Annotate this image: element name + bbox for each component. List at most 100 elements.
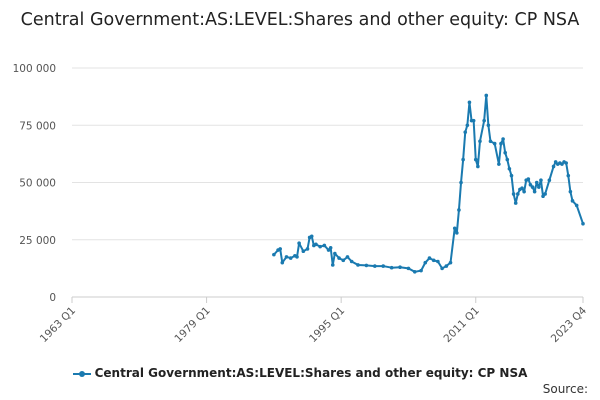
data-point (448, 260, 453, 265)
data-point (318, 244, 322, 249)
chart-title: Central Government:AS:LEVEL:Shares and o… (20, 10, 580, 30)
data-point (295, 255, 299, 259)
data-point (568, 189, 573, 194)
data-point (513, 201, 518, 205)
data-point (452, 226, 457, 231)
data-point (476, 164, 480, 169)
data-point (326, 248, 331, 252)
data-point (436, 259, 440, 264)
data-point (305, 247, 310, 251)
data-point (389, 265, 394, 270)
data-point (419, 268, 423, 273)
data-point (465, 123, 470, 128)
data-point (505, 157, 510, 162)
y-tick-label: 0 (49, 292, 56, 304)
data-point (532, 189, 537, 194)
data-point (328, 245, 333, 250)
data-point (373, 264, 377, 268)
data-point (501, 137, 505, 141)
data-point (297, 241, 301, 245)
data-point (301, 249, 306, 253)
series-layer (272, 93, 585, 274)
x-tick-label: 1995 Q1 (307, 305, 347, 345)
data-point (349, 259, 354, 264)
data-point (364, 263, 369, 268)
data-point (284, 255, 289, 259)
data-point (457, 208, 461, 212)
data-point (530, 185, 535, 189)
data-point (534, 180, 539, 185)
legend[interactable]: Central Government:AS:LEVEL:Shares and o… (0, 366, 600, 380)
data-point (444, 264, 449, 268)
data-point (406, 266, 411, 271)
data-point (280, 260, 285, 265)
data-point (440, 266, 444, 271)
data-point (541, 194, 545, 199)
data-point (484, 93, 489, 98)
data-point (471, 118, 476, 123)
data-point (459, 180, 463, 185)
source-label: Source: (542, 382, 588, 396)
data-point (473, 157, 478, 162)
data-point (272, 252, 276, 257)
data-point (381, 264, 386, 268)
data-point (488, 139, 493, 144)
data-point (539, 178, 543, 183)
y-tick-label: 75 000 (19, 120, 56, 132)
legend-swatch-icon (72, 369, 91, 379)
data-point (553, 160, 558, 164)
data-point (322, 243, 327, 248)
data-point (461, 157, 465, 162)
data-point (427, 256, 432, 260)
data-point (337, 256, 341, 260)
data-point (560, 162, 564, 166)
data-point (492, 141, 497, 146)
y-tick-label: 100 000 (13, 63, 56, 75)
data-point (463, 130, 468, 134)
data-point (482, 118, 486, 123)
data-point (547, 178, 552, 183)
data-point (570, 199, 575, 203)
data-point (278, 247, 282, 251)
y-tick-label: 50 000 (19, 178, 56, 190)
data-point (528, 182, 533, 187)
data-point (511, 192, 516, 196)
data-point (309, 234, 314, 239)
x-tick-label: 1979 Q1 (172, 305, 212, 345)
axis-layer: 0 25 000 50 000 75 000 100 000 1963 Q1 1979 Q1… (13, 63, 590, 345)
data-point (574, 203, 579, 208)
data-point (543, 192, 547, 196)
grid-layer (72, 67, 583, 241)
data-point (423, 260, 428, 265)
data-point (497, 162, 501, 166)
x-tick-label: 1963 Q1 (38, 305, 78, 345)
data-point (566, 173, 571, 178)
data-point (431, 258, 436, 263)
data-point (499, 141, 503, 146)
data-point (486, 123, 491, 128)
data-point (520, 186, 524, 191)
data-point (551, 164, 556, 169)
data-point (537, 185, 541, 189)
data-point (478, 139, 482, 144)
data-point (581, 221, 585, 226)
x-tick-label: 2023 Q4 (549, 304, 590, 345)
data-point (341, 258, 346, 263)
data-point (288, 256, 293, 260)
y-tick-label: 25 000 (19, 235, 56, 247)
data-point (412, 270, 417, 274)
data-point (516, 192, 520, 196)
data-point (564, 161, 568, 165)
data-point (507, 166, 512, 171)
data-point (330, 263, 335, 267)
data-point (522, 189, 526, 194)
data-point (398, 265, 402, 270)
data-point (509, 173, 514, 178)
data-point (467, 100, 472, 105)
data-point (526, 177, 531, 181)
x-tick-label: 2011 Q1 (442, 305, 482, 345)
data-point (314, 242, 318, 247)
data-point (503, 150, 507, 155)
data-point (345, 255, 350, 259)
